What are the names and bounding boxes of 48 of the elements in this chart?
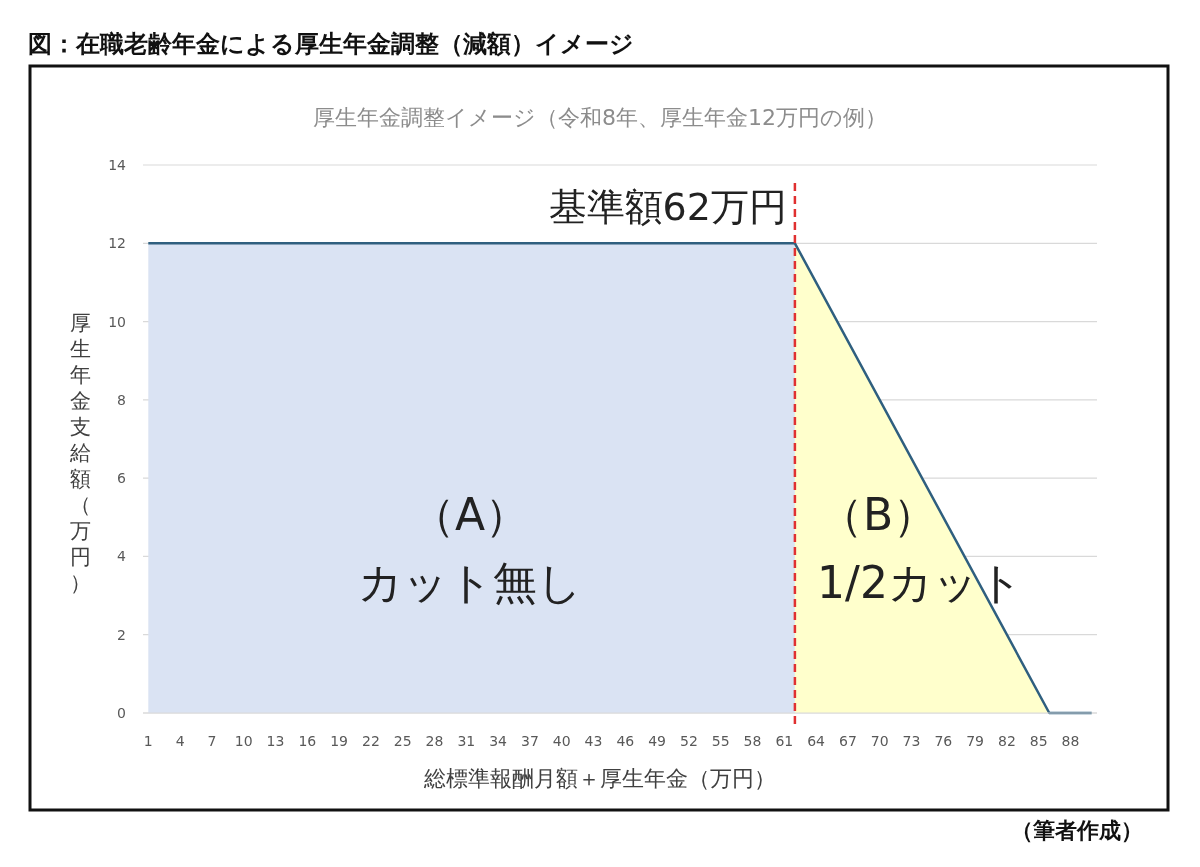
chart-subtitle: 厚生年金調整イメージ（令和8年、厚生年金12万円の例） xyxy=(313,105,887,130)
x-tick-label: 46 xyxy=(616,733,635,749)
x-tick-label: 19 xyxy=(330,733,349,749)
x-tick-label: 49 xyxy=(648,733,667,749)
x-tick-label: 28 xyxy=(425,733,444,749)
text: 厚生年金支給額（万円） xyxy=(69,311,91,595)
annotation: カット無し xyxy=(358,557,582,608)
x-tick-label: 85 xyxy=(1029,733,1048,749)
x-tick-label: 16 xyxy=(298,733,317,749)
y-tick-label: 14 xyxy=(108,157,127,173)
x-tick-label: 64 xyxy=(807,733,826,749)
y-tick-label: 0 xyxy=(117,705,126,721)
text: （筆者作成） xyxy=(1011,817,1143,843)
x-tick-label: 79 xyxy=(966,733,985,749)
x-tick-label: 88 xyxy=(1061,733,1080,749)
x-axis-title: 総標準報酬月額＋厚生年金（万円） xyxy=(423,766,776,791)
x-tick-label: 67 xyxy=(838,733,857,749)
ref-line-label: 基準額62万円 xyxy=(548,185,787,229)
y-tick-label: 10 xyxy=(108,313,126,330)
x-tick-label: 31 xyxy=(457,733,476,749)
chart-title: 図：在職老齢年金による厚生年金調整（減額）イメージ xyxy=(28,29,634,58)
annotation: （B） xyxy=(818,489,938,540)
y-tick-label: 6 xyxy=(117,470,127,487)
x-tick-label: 76 xyxy=(934,733,953,749)
x-tick-label: 82 xyxy=(997,733,1016,749)
annotation: （A） xyxy=(410,489,530,540)
x-tick-label: 58 xyxy=(743,733,762,749)
x-tick-label: 7 xyxy=(207,733,217,749)
x-tick-label: 55 xyxy=(711,733,730,749)
annotation: 1/2カット xyxy=(817,557,1023,608)
x-tick-label: 70 xyxy=(870,733,889,749)
x-tick-label: 13 xyxy=(266,733,285,749)
x-tick-label: 1 xyxy=(143,733,153,749)
x-tick-label: 37 xyxy=(520,733,539,749)
y-tick-label: 12 xyxy=(108,235,126,252)
x-tick-label: 4 xyxy=(175,733,185,749)
x-tick-label: 61 xyxy=(775,733,794,749)
y-tick-label: 2 xyxy=(117,626,126,643)
x-tick-label: 40 xyxy=(552,733,571,749)
x-tick-label: 25 xyxy=(393,733,412,749)
x-tick-label: 43 xyxy=(584,733,603,749)
y-tick-label: 8 xyxy=(117,391,126,408)
x-tick-label: 73 xyxy=(902,733,921,749)
x-tick-label: 52 xyxy=(679,733,698,749)
x-tick-label: 34 xyxy=(489,733,508,749)
y-tick-label: 4 xyxy=(117,548,127,565)
x-tick-label: 10 xyxy=(234,733,253,749)
x-tick-label: 22 xyxy=(361,733,380,749)
